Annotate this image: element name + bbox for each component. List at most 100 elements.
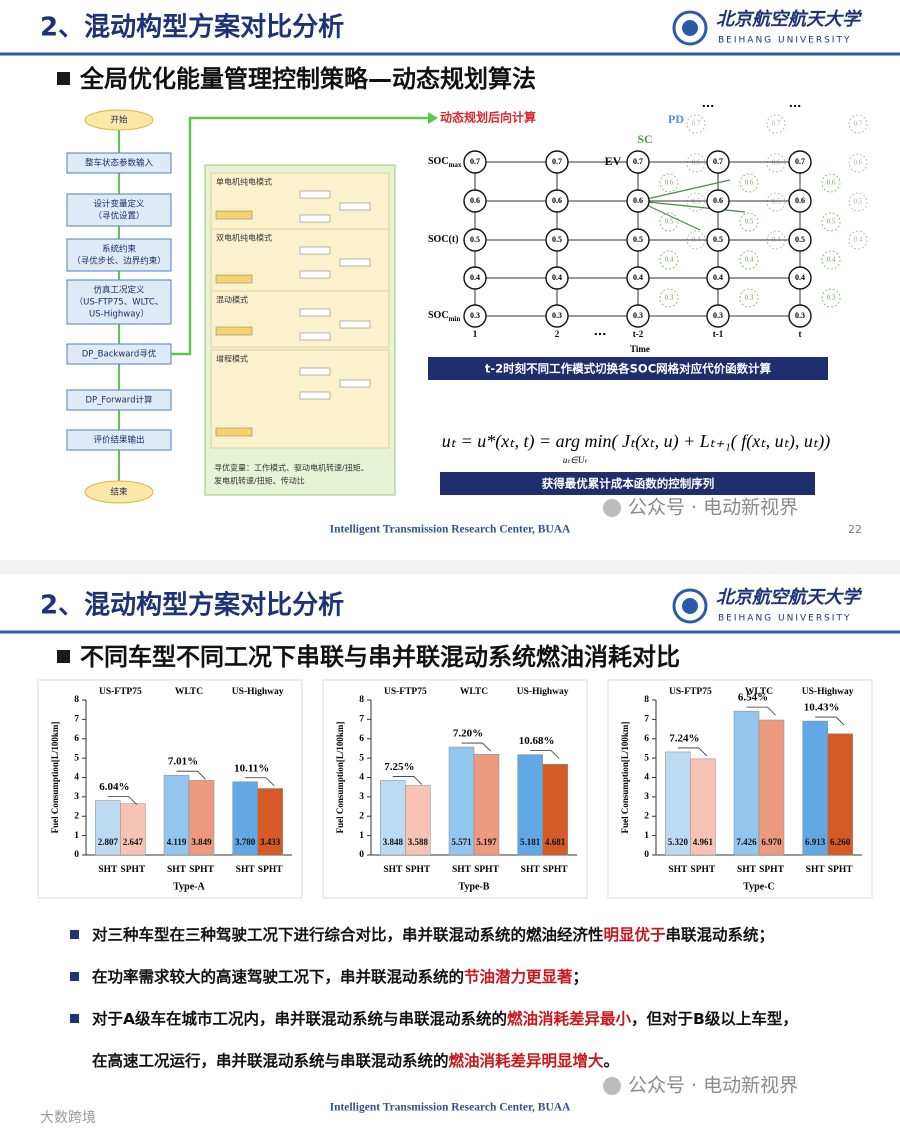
bar-value-label: 3.588 [408,837,429,847]
bar [758,719,785,856]
diff-annotation: 7.25% [384,761,414,773]
diff-annotation: 10.43% [804,702,840,714]
soc-label: SOCmax [428,156,462,168]
dp-node [463,304,487,328]
banner [440,472,815,495]
bullet-text: 在高速工况运行，串并联混动系统与串联混动系统的 [92,1051,449,1070]
sc-node-label: 0.3 [665,294,674,302]
highlight-text: 节油潜力更显著 [464,967,573,986]
model-block [299,332,331,341]
series-label: SPHT [690,865,715,875]
sc-node-label: 0.6 [827,179,836,187]
dp-node [706,150,730,174]
dp-node-label: 0.7 [713,157,723,166]
watermark-icon [603,1077,621,1095]
bullet-line: 在功率需求较大的高速驾驶工况下，串并联混动系统的节油潜力更显著； [92,967,588,986]
y-tick-label: 5 [644,753,649,763]
pd-node-label: 0.5 [772,198,781,206]
bar [163,774,190,856]
y-tick-label: 3 [74,792,79,802]
formula-subscript: uₜ∈Uₜ [563,455,587,465]
flow-label: DP_Backward寻优 [82,349,157,360]
mode-label: 增程模式 [216,354,248,364]
sc-node [739,250,759,270]
slide-subtitle: 全局优化能量管理控制策略—动态规划算法 [79,65,536,93]
pd-node-label: 0.5 [692,198,701,206]
banner-text: 获得最优累计成本函数的控制序列 [542,477,715,491]
bar-value-label: 4.681 [545,837,566,847]
bar [405,785,431,856]
dp-node-label: 0.7 [470,157,480,166]
dp-node-label: 0.6 [713,196,723,205]
watermark: 公众号 · 电动新视界 [628,1075,798,1097]
flow-terminal [84,480,154,504]
highlight-text: 燃油消耗差异明显增大 [449,1051,605,1070]
dp-column-label: t [799,329,802,339]
pd-node-label: 0.5 [854,198,863,206]
diff-bracket [677,747,708,757]
category-label: US-Highway [517,687,569,697]
category-label: US-Highway [802,687,854,697]
dp-mode-label: PD [668,112,684,126]
sc-node-label: 0.5 [745,218,754,226]
bar-value-label: 2.807 [98,837,119,847]
dp-node [626,150,650,174]
bar-value-label: 5.181 [520,837,541,847]
bar [188,780,215,856]
dp-node-label: 0.5 [633,235,643,244]
sc-node [739,288,759,308]
bar [827,733,853,856]
dp-node [545,150,569,174]
dp-transition [637,200,746,213]
sc-node-label: 0.3 [745,294,754,302]
y-tick-label: 7 [74,715,79,725]
series-label: SPHT [759,865,784,875]
series-label: SPHT [258,865,283,875]
dp-ellipsis: ... [702,97,715,110]
y-tick-label: 8 [74,695,79,705]
y-tick-label: 3 [359,792,364,802]
pd-node [848,153,868,173]
bar-value-label: 5.197 [476,837,497,847]
flow-label: 开始 [110,115,128,126]
pd-node [766,192,786,212]
series-label: SPHT [405,865,430,875]
sc-node [821,288,841,308]
diff-bracket [530,750,560,759]
model-block [339,202,371,211]
bullet-line: 对于A级车在城市工况内，串并联混动系统与串联混动系统的燃油消耗差异最小，但对于B… [92,1009,798,1028]
model-block [215,210,253,220]
bar [517,754,543,856]
bullet-line: 对三种车型在三种驾驶工况下进行综合对比，串并联混动系统的燃油经济性明显优于串联混… [92,925,774,944]
pd-node-label: 0.7 [854,120,863,128]
series-label: SHT [236,865,256,875]
dp-mode-label: SC [637,132,652,146]
footer: Intelligent Transmission Research Center… [330,524,571,536]
flow-step [66,429,172,451]
flow-link [171,116,428,356]
flow-step [66,279,172,325]
dp-node-label: 0.4 [795,273,805,282]
y-tick-label: 3 [644,792,649,802]
dp-node-label: 0.3 [633,311,643,320]
dp-node [626,266,650,290]
y-tick-label: 8 [644,695,649,705]
flow-label: 仿真工况定义 [93,285,145,296]
bar-value-label: 5.571 [451,837,472,847]
slide-subtitle: 不同车型不同工况下串联与串并联混动系统燃油消耗对比 [80,643,680,671]
sc-node [659,288,679,308]
chart-title: Type-B [459,881,490,892]
series-label: SHT [452,865,472,875]
chart-frame [607,679,873,899]
y-tick-label: 6 [359,734,364,744]
series-label: SPHT [120,865,145,875]
flow-step [66,389,172,411]
y-tick-label: 6 [74,734,79,744]
footer: Intelligent Transmission Research Center… [330,1102,571,1114]
pd-node [848,192,868,212]
series-label: SHT [383,865,403,875]
slide-header: 2、混动构型方案对比分析 [40,590,344,621]
dp-node [706,189,730,213]
flow-label: 结束 [110,487,128,498]
model-block [299,391,331,400]
